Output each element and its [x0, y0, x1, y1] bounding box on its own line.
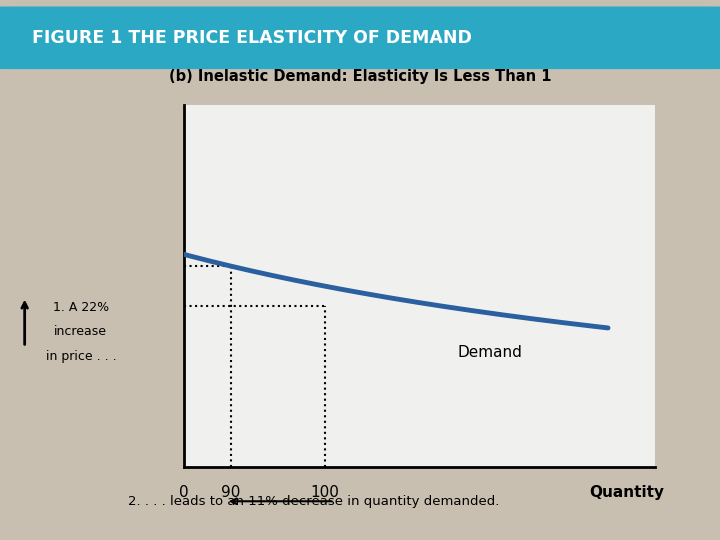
Text: Quantity: Quantity [590, 485, 665, 500]
Text: in price . . .: in price . . . [45, 350, 116, 363]
Text: 100: 100 [310, 485, 340, 500]
Text: Demand: Demand [457, 345, 522, 360]
Text: FIGURE 1 THE PRICE ELASTICITY OF DEMAND: FIGURE 1 THE PRICE ELASTICITY OF DEMAND [32, 29, 472, 47]
Text: 0: 0 [179, 485, 189, 500]
Text: increase: increase [54, 325, 107, 338]
Text: 2. . . . leads to an 11% decrease in quantity demanded.: 2. . . . leads to an 11% decrease in qua… [127, 495, 499, 509]
Text: 1. A 22%: 1. A 22% [53, 301, 109, 314]
Text: 90: 90 [221, 485, 240, 500]
FancyBboxPatch shape [0, 6, 720, 69]
Text: (b) Inelastic Demand: Elasticity Is Less Than 1: (b) Inelastic Demand: Elasticity Is Less… [168, 69, 552, 84]
